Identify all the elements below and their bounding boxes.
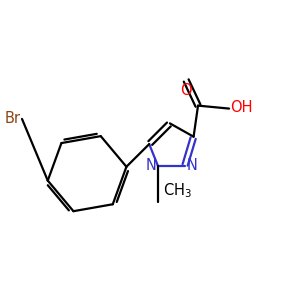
Text: N: N bbox=[146, 158, 157, 173]
Text: CH$_3$: CH$_3$ bbox=[163, 182, 191, 200]
Text: N: N bbox=[187, 158, 198, 173]
Text: O: O bbox=[180, 83, 192, 98]
Text: OH: OH bbox=[231, 100, 253, 115]
Text: Br: Br bbox=[4, 111, 20, 126]
